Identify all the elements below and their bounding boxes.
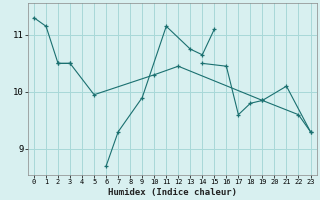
X-axis label: Humidex (Indice chaleur): Humidex (Indice chaleur) [108, 188, 237, 197]
